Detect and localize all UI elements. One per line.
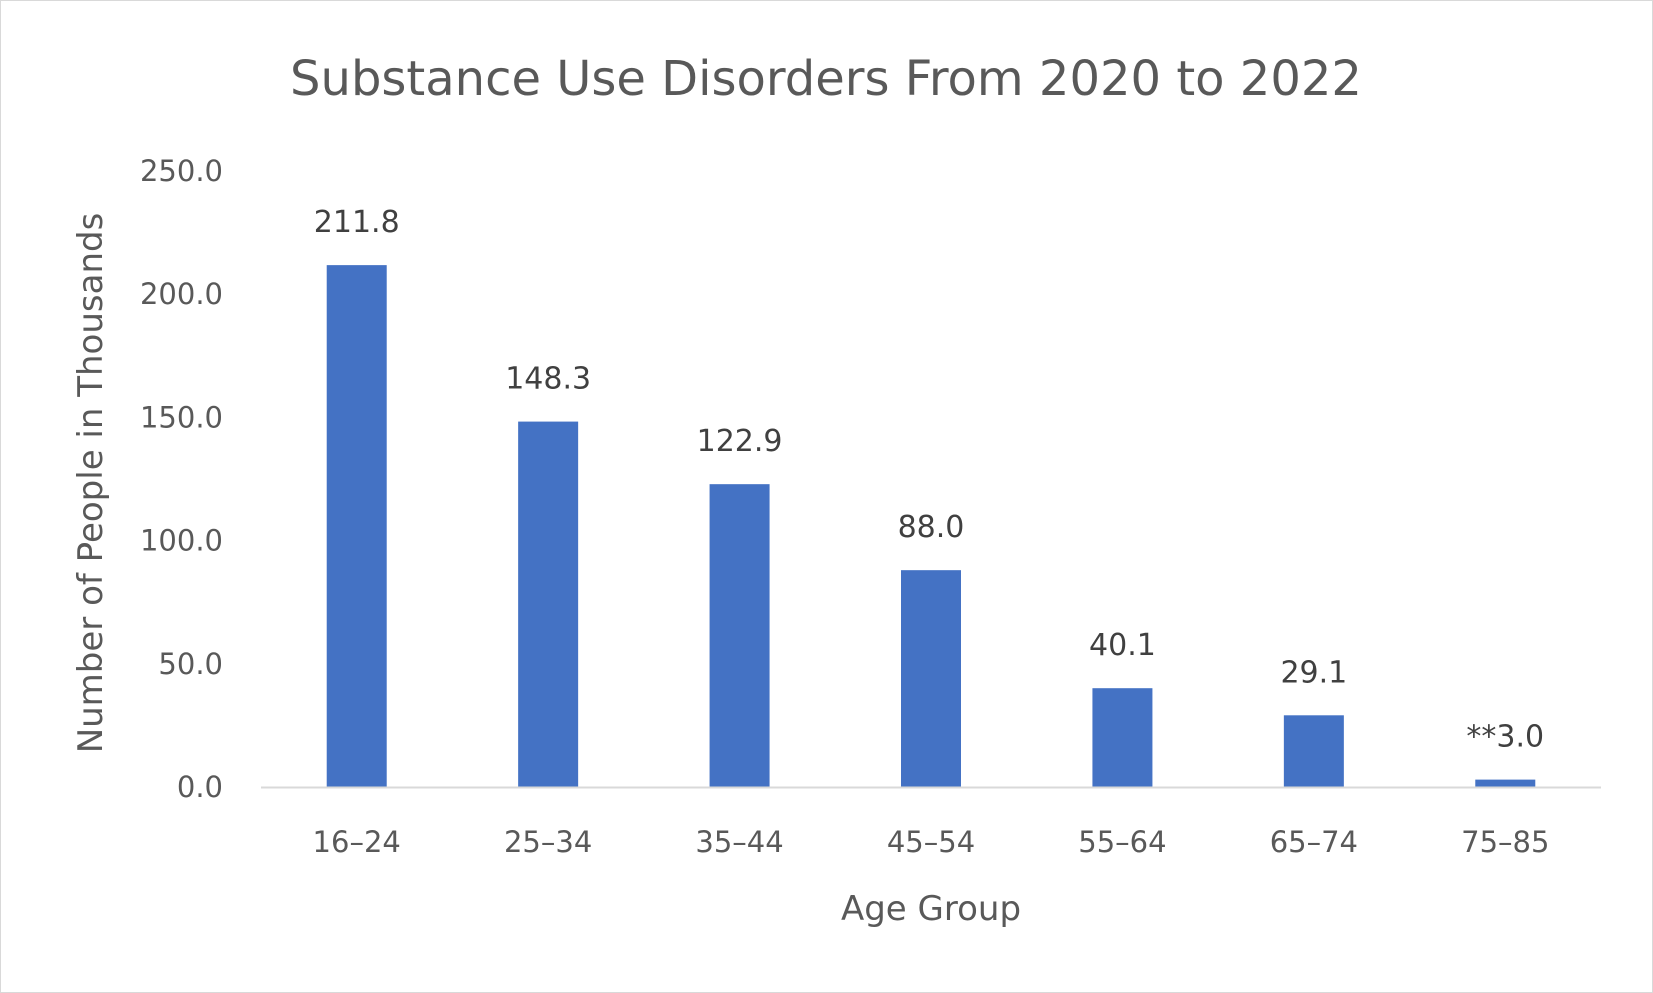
bars-group (326, 265, 1536, 788)
x-tick-label: 65–74 (1270, 825, 1358, 859)
bar-data-label: 88.0 (898, 510, 965, 545)
bar (518, 421, 579, 787)
bar (901, 570, 961, 787)
bar-data-label: 122.9 (697, 424, 783, 459)
bar (1475, 779, 1536, 787)
bar (709, 484, 770, 787)
bar (326, 265, 387, 788)
x-tick-label: 75–85 (1461, 825, 1549, 859)
x-tick-label: 35–44 (695, 825, 783, 859)
y-tick-label: 0.0 (177, 770, 223, 804)
bar (1283, 715, 1344, 787)
y-tick-label: 200.0 (140, 277, 223, 311)
bar-data-label: 29.1 (1280, 655, 1347, 690)
x-axis-title: Age Group (841, 889, 1021, 929)
bar-data-label: 40.1 (1089, 628, 1156, 663)
x-tick-label: 45–54 (887, 825, 975, 859)
x-tick-label: 25–34 (504, 825, 592, 859)
x-tick-label: 55–64 (1078, 825, 1166, 859)
y-axis-ticks: 0.0 50.0 100.0 150.0 200.0 250.0 (140, 154, 223, 804)
x-axis-ticks: 16–24 25–34 35–44 45–54 55–64 65–74 75–85 (313, 825, 1550, 859)
chart-title: Substance Use Disorders From 2020 to 202… (290, 51, 1362, 107)
y-axis-title: Number of People in Thousands (71, 213, 111, 754)
y-tick-label: 50.0 (158, 647, 223, 681)
y-tick-label: 100.0 (140, 524, 223, 558)
x-tick-label: 16–24 (313, 825, 401, 859)
data-labels-group: 211.8 148.3 122.9 88.0 40.1 29.1 **3.0 (314, 205, 1544, 754)
bar (1092, 688, 1153, 787)
bar-data-label: **3.0 (1466, 720, 1544, 755)
bar-data-label: 148.3 (505, 362, 591, 397)
y-tick-label: 250.0 (140, 154, 223, 188)
bar-data-label: 211.8 (314, 205, 400, 240)
y-tick-label: 150.0 (140, 400, 223, 434)
